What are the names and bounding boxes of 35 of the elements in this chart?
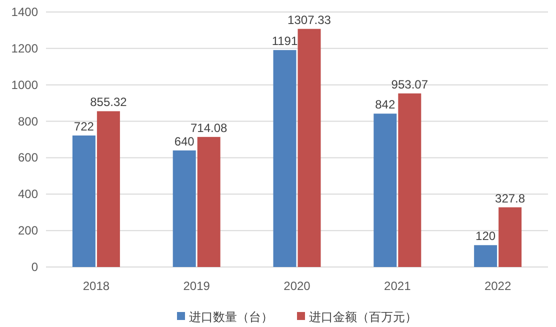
data-label: 1191: [272, 34, 298, 48]
y-tick-label: 0: [31, 260, 38, 274]
y-tick-label: 1400: [11, 5, 38, 19]
x-tick-label: 2018: [82, 279, 110, 293]
y-tick-label: 200: [18, 224, 38, 238]
x-tick-label: 2019: [183, 279, 210, 293]
legend-label: 进口金额（百万元）: [309, 310, 417, 324]
data-label: 327.8: [495, 191, 526, 206]
data-label: 1307.33: [288, 12, 332, 27]
bar: [273, 50, 296, 267]
y-tick-label: 400: [18, 187, 38, 202]
y-tick-label: 600: [18, 150, 38, 165]
bar: [197, 136, 220, 267]
bar: [374, 114, 397, 267]
bar: [474, 245, 498, 267]
x-tick-label: 2020: [284, 279, 311, 293]
data-label: 953.07: [391, 77, 428, 92]
data-label: 855.32: [90, 95, 128, 110]
data-label: 722: [74, 119, 94, 134]
x-tick-label: 2022: [484, 279, 512, 293]
y-tick-label: 1200: [11, 41, 38, 56]
bar: [398, 93, 422, 267]
bar: [498, 207, 522, 267]
bar: [298, 28, 321, 267]
bar: [96, 111, 120, 267]
y-tick-label: 1000: [11, 78, 38, 92]
data-label: 640: [174, 134, 195, 148]
y-tick-label: 800: [18, 114, 38, 128]
bar: [72, 135, 96, 267]
data-label: 714.08: [190, 120, 228, 135]
data-label: 120: [476, 229, 496, 244]
bar: [172, 150, 196, 267]
legend-label: 进口数量（台）: [189, 310, 273, 324]
x-tick-label: 2021: [384, 279, 412, 293]
data-label: 842: [375, 98, 396, 112]
